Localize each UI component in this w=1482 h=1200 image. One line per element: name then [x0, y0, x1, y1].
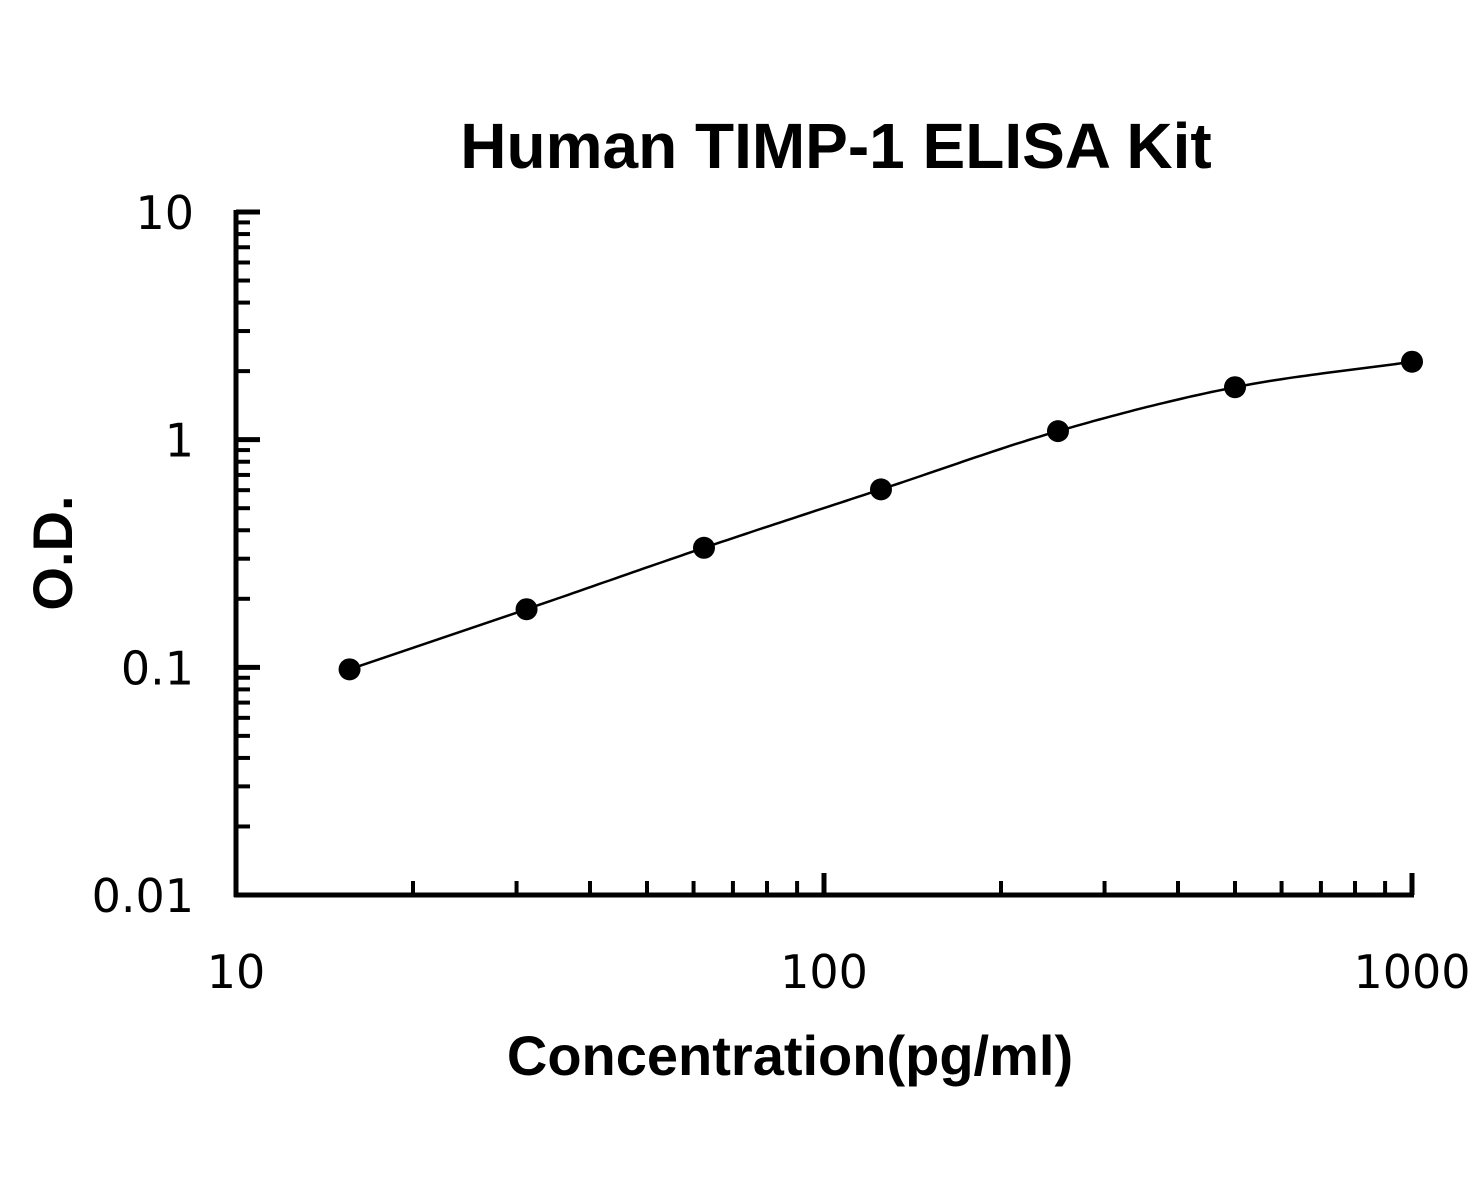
fit-curve: [349, 360, 1413, 671]
x-tick-label: 1000: [1353, 945, 1470, 999]
data-point: [1046, 420, 1069, 443]
data-point: [692, 536, 715, 559]
x-tick-label: 100: [780, 945, 868, 999]
x-axis-label: Concentration(pg/ml): [507, 1024, 1073, 1087]
y-tick-label: 1: [165, 414, 194, 468]
chart-title: Human TIMP-1 ELISA Kit: [460, 110, 1211, 182]
y-tick-label: 0.1: [121, 641, 194, 695]
data-point: [1223, 376, 1246, 399]
data-point: [338, 658, 361, 681]
data-points: [338, 350, 1423, 681]
ticks: [233, 209, 1415, 898]
axes: [233, 210, 1414, 898]
data-point: [515, 598, 538, 621]
y-tick-label: 0.01: [92, 869, 194, 923]
x-tick-label: 10: [207, 945, 266, 999]
tick-labels: 0.01 0.1 1 10 10 100 1000: [92, 186, 1471, 999]
y-tick-label: 10: [135, 186, 194, 240]
data-point: [869, 478, 892, 501]
data-point: [1401, 350, 1423, 373]
y-axis-label: O.D.: [21, 495, 84, 610]
